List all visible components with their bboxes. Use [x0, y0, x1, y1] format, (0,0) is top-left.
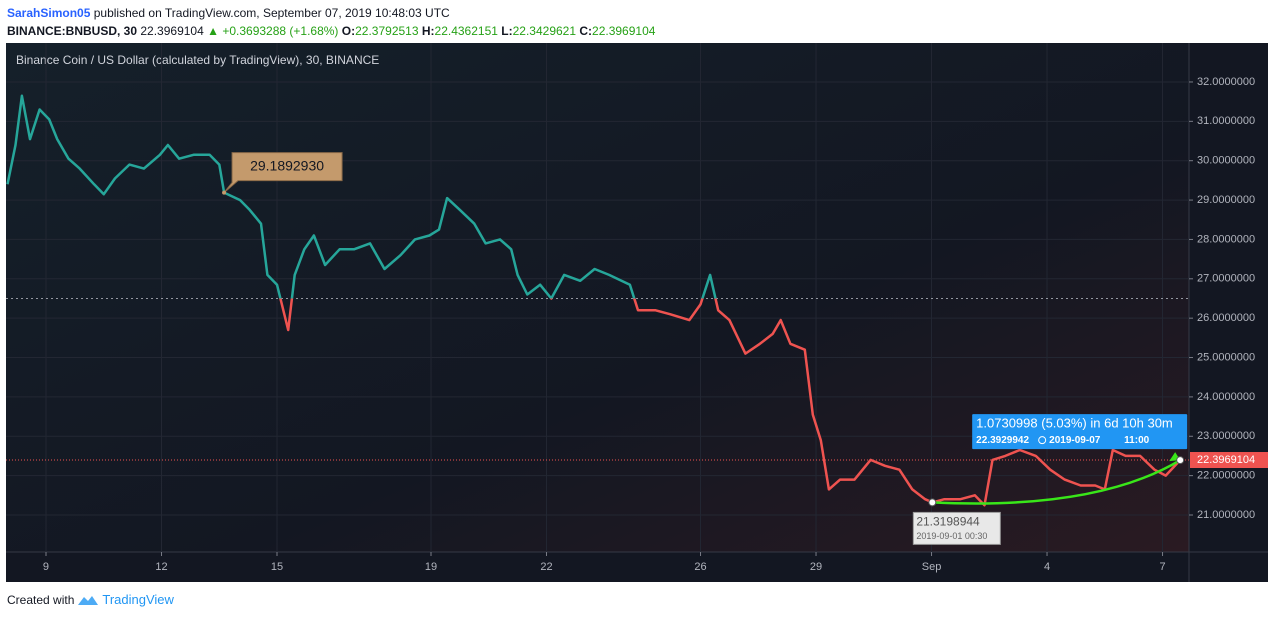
y-tick-label: 30.0000000: [1197, 155, 1255, 167]
last-price-box: [1190, 452, 1268, 469]
measure-start: [928, 498, 937, 507]
price: 22.3969104: [140, 24, 204, 38]
callout-point: [222, 190, 227, 195]
x-tick-label: 19: [425, 561, 437, 573]
callout-box: [223, 152, 343, 193]
last-price-label: 22.3969104: [1197, 454, 1255, 466]
callout-label: 29.1892930: [250, 157, 324, 173]
measure-end-date: 2019-09-07: [1049, 435, 1101, 446]
measure-start-value: 21.3198944: [916, 515, 980, 529]
y-tick-label: 23.0000000: [1197, 430, 1255, 442]
h-label: H:: [421, 24, 435, 38]
o-label: O:: [341, 24, 356, 38]
y-tick-label: 32.0000000: [1197, 76, 1255, 88]
measure-start-box: [912, 511, 1001, 545]
brand[interactable]: TradingView: [102, 592, 174, 607]
x-tick-label: 15: [271, 561, 283, 573]
measure-end-value: 22.3929942: [976, 435, 1029, 446]
price-line: [6, 94, 1182, 507]
x-tick-label: 22: [540, 561, 552, 573]
y-tick-label: 21.0000000: [1197, 509, 1255, 521]
y-tick-label: 26.0000000: [1197, 312, 1255, 324]
measure-start-date: 2019-09-01 00:30: [916, 531, 987, 541]
y-tick-label: 29.0000000: [1197, 194, 1255, 206]
y-tick-label: 24.0000000: [1197, 391, 1255, 403]
x-tick-label: 7: [1159, 561, 1165, 573]
logo: [78, 595, 99, 605]
chart: Binance Coin / US Dollar (calculated by …: [6, 43, 1268, 582]
measure-box: [972, 414, 1188, 450]
y-tick-label: 22.0000000: [1197, 470, 1255, 482]
symbol: BINANCE:BNBUSD, 30: [7, 24, 138, 38]
x-tick-label: 12: [155, 561, 167, 573]
y-tick-label: 31.0000000: [1197, 115, 1255, 127]
x-tick-label: 9: [43, 561, 49, 573]
c: 22.3969104: [592, 24, 656, 38]
x-tick-label: 29: [810, 561, 822, 573]
clock-icon: [1038, 436, 1047, 445]
change: ▲ +0.3693288 (+1.68%): [207, 24, 339, 38]
o: 22.3792513: [355, 24, 419, 38]
l: 22.3429621: [512, 24, 577, 38]
y-tick-label: 27.0000000: [1197, 273, 1255, 285]
change-text: +0.3693288 (+1.68%): [222, 24, 339, 38]
l-label: L:: [501, 24, 513, 38]
footer: Created with TradingView: [7, 592, 174, 607]
measure-end-time: 11:00: [1124, 435, 1149, 446]
x-tick-label: 26: [694, 561, 706, 573]
measure-arrow: [932, 459, 1181, 505]
measure-text: 1.0730998 (5.03%) in 6d 10h 30m: [976, 416, 1173, 431]
author[interactable]: SarahSimon05: [7, 6, 91, 20]
chart-title: Binance Coin / US Dollar (calculated by …: [16, 53, 379, 67]
y-tick-label: 25.0000000: [1197, 351, 1255, 363]
measure-end: [1176, 456, 1185, 465]
h: 22.4362151: [434, 24, 498, 38]
y-tick-label: 28.0000000: [1197, 233, 1255, 245]
created: Created with: [7, 592, 75, 607]
c-label: C:: [579, 24, 593, 38]
published: published on TradingView.com, September …: [93, 6, 450, 20]
x-tick-label: Sep: [922, 561, 942, 573]
header: SarahSimon05 published on TradingView.co…: [7, 4, 655, 40]
x-tick-label: 4: [1044, 561, 1050, 573]
